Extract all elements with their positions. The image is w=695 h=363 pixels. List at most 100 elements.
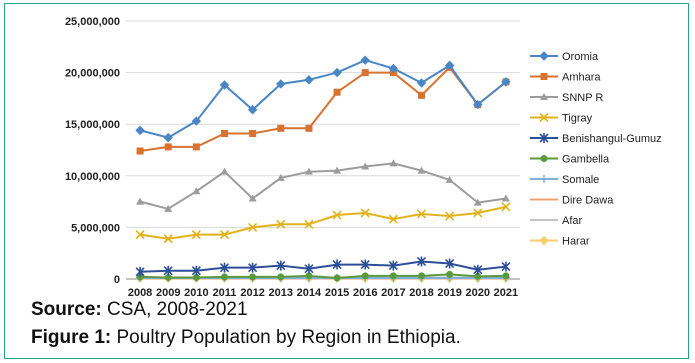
- series-line-snnp-r: [139, 162, 507, 210]
- data-point-snnp-r: [445, 175, 454, 183]
- data-point-gambella: [221, 273, 228, 281]
- x-axis: 2008 2009 2010 2011 2012 2013 2014 2015 2016 2017…: [126, 278, 520, 299]
- source-text: CSA, 2008-2021: [101, 299, 248, 320]
- legend-marker: [540, 175, 548, 183]
- series-benishangul-gumuz: [135, 256, 511, 277]
- data-point-benishangul-gumuz: [416, 256, 427, 267]
- data-point-oromia: [304, 75, 314, 85]
- data-point-amhara: [164, 143, 172, 151]
- y-axis: 0 5,000,000 10,000,000 15,000,000 20,000,000…: [65, 16, 120, 286]
- legend-item-gambella: Gambella: [530, 154, 610, 166]
- legend-marker: [540, 93, 548, 100]
- legend-item-oromia: Oromia: [530, 51, 599, 63]
- data-point-benishangul-gumuz: [248, 262, 258, 273]
- data-point-gambella: [136, 273, 144, 281]
- series-line-oromia: [139, 59, 507, 139]
- legend-item-somale: Somale: [530, 174, 599, 186]
- source-caption: Source: CSA, 2008-2021: [31, 299, 248, 321]
- data-point-oromia: [444, 60, 455, 71]
- figure-label: Figure 1:: [31, 327, 112, 348]
- series-tigray: [135, 202, 511, 244]
- data-point-benishangul-gumuz: [191, 265, 201, 276]
- legend-label: Dire Dawa: [562, 195, 614, 207]
- data-point-gambella: [389, 272, 397, 280]
- legend-label: Tigray: [562, 113, 593, 125]
- data-point-oromia: [135, 125, 145, 136]
- legend-marker: [539, 235, 549, 246]
- x-tick-label: 2009: [156, 287, 180, 299]
- legend-marker: [539, 112, 549, 123]
- data-point-benishangul-gumuz: [473, 264, 483, 275]
- series-line-amhara: [139, 65, 507, 152]
- data-point-benishangul-gumuz: [388, 260, 398, 271]
- legend-marker: [540, 155, 548, 162]
- legend-item-dire-dawa: Dire Dawa: [530, 195, 614, 207]
- data-point-snnp-r: [361, 162, 370, 170]
- data-point-snnp-r: [192, 187, 201, 195]
- data-point-benishangul-gumuz: [163, 265, 173, 276]
- data-point-tigray: [276, 219, 286, 229]
- data-point-gambella: [361, 272, 369, 280]
- data-point-snnp-r: [417, 166, 426, 174]
- x-tick-label: 2011: [213, 287, 237, 299]
- data-point-benishangul-gumuz: [135, 266, 145, 277]
- legend-marker: [539, 51, 549, 61]
- data-point-oromia: [388, 63, 399, 74]
- y-tick-label: 0: [114, 274, 120, 286]
- x-tick-label: 2010: [184, 287, 208, 299]
- data-point-benishangul-gumuz: [445, 258, 455, 269]
- legend-label: Benishangul-Gumuz: [562, 133, 662, 145]
- series-line-benishangul-gumuz: [140, 260, 507, 273]
- data-point-oromia: [360, 55, 370, 65]
- legend-label: Gambella: [562, 154, 610, 166]
- data-point-amhara: [333, 88, 341, 96]
- series-lines: [135, 55, 511, 283]
- data-point-gambella: [333, 274, 341, 282]
- data-point-gambella: [192, 273, 200, 281]
- x-tick-label: 2015: [325, 287, 349, 299]
- legend-marker: [539, 133, 549, 143]
- data-point-amhara: [277, 124, 285, 132]
- data-point-snnp-r: [220, 167, 229, 175]
- data-point-benishangul-gumuz: [360, 259, 370, 270]
- data-point-tigray: [473, 208, 483, 218]
- series-oromia: [135, 55, 511, 143]
- data-point-amhara: [418, 91, 425, 99]
- legend: Oromia Amhara SNNP R Tigray Benishangul-Gumu…: [530, 51, 662, 248]
- data-point-tigray: [191, 230, 201, 240]
- legend-marker: [540, 73, 548, 80]
- data-point-tigray: [388, 214, 398, 224]
- data-point-gambella: [277, 273, 285, 281]
- y-tick-label: 15,000,000: [65, 119, 120, 131]
- data-point-benishangul-gumuz: [332, 259, 342, 270]
- x-tick-label: 2008: [128, 287, 152, 299]
- y-tick-label: 5,000,000: [71, 222, 120, 234]
- gridlines: [126, 20, 520, 280]
- y-tick-label: 25,000,000: [65, 16, 120, 28]
- x-tick-label: 2016: [353, 287, 377, 299]
- data-point-gambella: [164, 273, 172, 281]
- data-point-amhara: [249, 129, 257, 137]
- figure-caption: Figure 1: Poultry Population by Region i…: [31, 327, 461, 349]
- data-point-tigray: [163, 234, 173, 244]
- data-point-gambella: [249, 273, 257, 281]
- data-point-snnp-r: [389, 159, 398, 167]
- data-point-amhara: [136, 147, 144, 155]
- data-point-tigray: [332, 210, 342, 220]
- data-point-oromia: [416, 78, 427, 88]
- data-point-oromia: [219, 80, 230, 90]
- data-point-benishangul-gumuz: [501, 261, 511, 272]
- x-tick-label: 2012: [240, 287, 264, 299]
- data-point-amhara: [361, 69, 369, 77]
- series-amhara: [136, 63, 510, 155]
- data-point-tigray: [360, 208, 370, 218]
- data-point-amhara: [221, 129, 228, 137]
- data-point-oromia: [332, 67, 342, 78]
- data-point-oromia: [191, 116, 202, 126]
- series-gambella: [136, 270, 510, 282]
- data-point-tigray: [135, 230, 145, 240]
- data-point-gambella: [305, 272, 313, 280]
- data-point-oromia: [163, 132, 173, 143]
- legend-label: Amhara: [562, 72, 601, 84]
- data-point-snnp-r: [501, 194, 510, 202]
